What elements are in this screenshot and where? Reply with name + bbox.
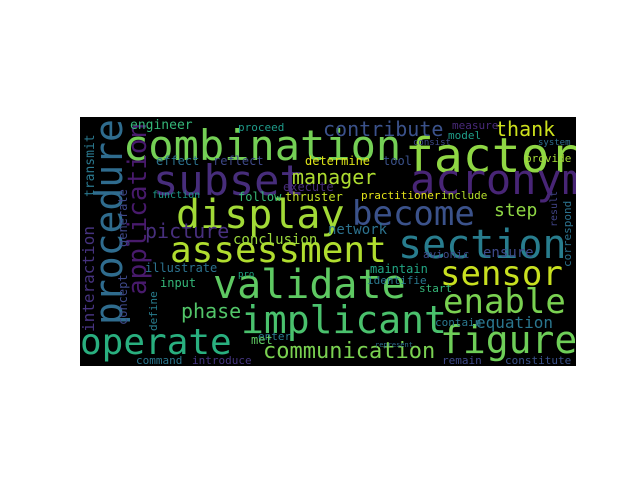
word-effect: effect xyxy=(156,154,200,168)
word-remain: remain xyxy=(442,354,482,366)
word-manager: manager xyxy=(292,165,377,189)
word-assessment: assessment xyxy=(170,230,387,271)
word-contain: contain xyxy=(435,316,482,329)
word-generate: generate xyxy=(116,189,130,247)
word-execute: execute xyxy=(283,180,334,194)
word-phase: phase xyxy=(181,299,242,323)
word-thruster: thruster xyxy=(285,190,343,204)
word-result: result xyxy=(549,190,560,227)
word-thank: thank xyxy=(495,117,556,141)
word-model: model xyxy=(448,129,482,142)
word-acronym: acronym xyxy=(410,155,576,204)
word-pro: pro xyxy=(238,270,255,280)
word-cloud: combination factor subset acronym displa… xyxy=(80,117,576,366)
word-engineer: engineer xyxy=(130,118,193,133)
word-input: input xyxy=(160,276,197,290)
word-represent: represent xyxy=(375,341,413,349)
word-met: met xyxy=(251,333,273,347)
word-function: function xyxy=(152,190,201,201)
word-correspond: correspond xyxy=(561,200,574,267)
word-proceed: proceed xyxy=(238,121,285,134)
word-factor: factor xyxy=(405,128,576,184)
word-system: system xyxy=(538,138,571,148)
word-contribute: contribute xyxy=(323,117,444,141)
word-maintain: maintain xyxy=(370,262,428,276)
word-combination: combination xyxy=(123,121,402,170)
word-transmit: transmit xyxy=(83,134,98,197)
word-concept: concept xyxy=(116,274,130,325)
word-communication: communication xyxy=(263,339,436,364)
word-become: become xyxy=(352,194,475,234)
word-section: section xyxy=(398,222,567,268)
word-consist: consist xyxy=(413,138,451,148)
word-conclusion: conclusion xyxy=(233,232,318,248)
word-picture: picture xyxy=(145,219,230,243)
word-identifie: identifie xyxy=(367,274,427,287)
word-equation: equation xyxy=(476,313,554,332)
word-introduce: introduce xyxy=(192,354,252,366)
word-display: display xyxy=(176,192,345,238)
word-ensure: ensure xyxy=(483,245,534,261)
word-operate: operate xyxy=(80,322,232,363)
word-validate: validate xyxy=(213,262,406,308)
word-measure: measure xyxy=(452,119,499,132)
word-implicant: implicant xyxy=(241,298,447,342)
word-step: step xyxy=(494,200,538,221)
word-illustrate: illustrate xyxy=(145,261,218,275)
word-constitute: constitute xyxy=(505,354,572,366)
word-follow: follow xyxy=(238,190,282,204)
word-avionic: avionic xyxy=(423,248,470,261)
word-sensor: sensor xyxy=(440,254,563,294)
word-figure: figure xyxy=(440,318,576,362)
word-tool: tool xyxy=(383,154,412,168)
word-reflect: reflect xyxy=(213,154,264,168)
word-start: start xyxy=(419,282,453,295)
word-command: command xyxy=(136,354,183,366)
word-enter: enter xyxy=(258,330,292,343)
word-include: include xyxy=(441,189,488,202)
word-subset: subset xyxy=(153,156,305,205)
word-interaction: interaction xyxy=(80,226,98,332)
word-determine: determine xyxy=(305,154,371,168)
word-practitioner: practitioner xyxy=(361,189,441,202)
word-enable: enable xyxy=(443,282,566,322)
word-provide: provide xyxy=(525,152,572,165)
word-define: define xyxy=(147,291,160,331)
word-network: network xyxy=(328,222,388,238)
